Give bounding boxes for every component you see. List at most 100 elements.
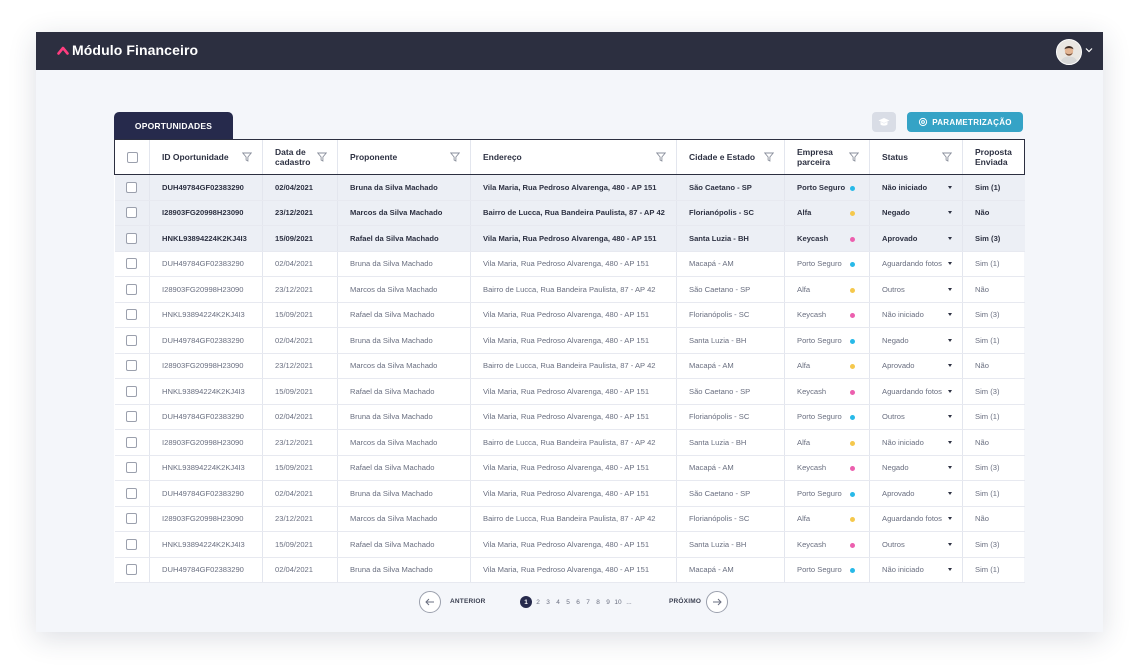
table-row[interactable]: I28903FG20998H23090 23/12/2021 Marcos da S… — [114, 200, 1025, 226]
col-header-partner[interactable]: Empresa parceira — [784, 139, 870, 175]
status-dropdown-caret-icon[interactable] — [948, 185, 952, 189]
table-row[interactable]: DUH49784GF02383290 02/04/2021 Bruna da Sil… — [114, 404, 1025, 430]
table-row[interactable]: DUH49784GF02383290 02/04/2021 Bruna da Sil… — [114, 557, 1025, 583]
select-all-checkbox[interactable] — [126, 151, 138, 163]
page-number[interactable]: 10 — [614, 598, 622, 606]
cell-status[interactable]: Aguardando fotos — [869, 506, 963, 532]
page-number[interactable]: 3 — [546, 598, 550, 606]
table-row[interactable]: I28903FG20998H23090 23/12/2021 Marcos da S… — [114, 429, 1025, 456]
table-row[interactable]: HNKL93894224K2KJ4I3 15/09/2021 Rafael da S… — [114, 531, 1025, 558]
cell-status[interactable]: Não iniciado — [869, 174, 963, 201]
cell-status[interactable]: Aprovado — [869, 480, 963, 507]
cell-status[interactable]: Outros — [869, 531, 963, 558]
row-checkbox[interactable] — [126, 411, 138, 423]
row-checkbox[interactable] — [126, 258, 138, 270]
filter-icon[interactable] — [450, 152, 460, 162]
filter-icon[interactable] — [764, 152, 774, 162]
page-number[interactable]: 6 — [576, 598, 580, 606]
cell-status[interactable]: Negado — [869, 200, 963, 226]
filter-icon[interactable] — [942, 152, 952, 162]
status-dropdown-caret-icon[interactable] — [948, 313, 952, 317]
table-row[interactable]: I28903FG20998H23090 23/12/2021 Marcos da S… — [114, 353, 1025, 379]
page-number[interactable]: 7 — [586, 598, 590, 606]
previous-label[interactable]: ANTERIOR — [450, 598, 486, 605]
col-header-city[interactable]: Cidade e Estado — [676, 139, 785, 175]
col-header-id[interactable]: ID Oportunidade — [149, 139, 263, 175]
table-row[interactable]: DUH49784GF02383290 02/04/2021 Bruna da Sil… — [114, 174, 1025, 201]
cell-status[interactable]: Outros — [869, 276, 963, 303]
cell-status[interactable]: Outros — [869, 404, 963, 430]
cell-status[interactable]: Não iniciado — [869, 429, 963, 456]
status-dropdown-caret-icon[interactable] — [948, 338, 952, 342]
status-dropdown-caret-icon[interactable] — [948, 517, 952, 521]
status-dropdown-caret-icon[interactable] — [948, 211, 952, 215]
cell-status[interactable]: Negado — [869, 327, 963, 354]
page-number[interactable]: 5 — [566, 598, 570, 606]
col-header-date[interactable]: Data de cadastro — [262, 139, 338, 175]
parametrizacao-button[interactable]: PARAMETRIZAÇÃO — [907, 112, 1023, 132]
table-row[interactable]: I28903FG20998H23090 23/12/2021 Marcos da S… — [114, 276, 1025, 303]
row-checkbox[interactable] — [126, 283, 138, 295]
row-checkbox[interactable] — [126, 385, 138, 397]
status-dropdown-caret-icon[interactable] — [948, 568, 952, 572]
page-number[interactable]: 1 — [520, 596, 532, 608]
table-row[interactable]: HNKL93894224K2KJ4I3 15/09/2021 Rafael da S… — [114, 455, 1025, 481]
status-dropdown-caret-icon[interactable] — [948, 542, 952, 546]
filter-icon[interactable] — [656, 152, 666, 162]
filter-icon[interactable] — [242, 152, 252, 162]
table-row[interactable]: DUH49784GF02383290 02/04/2021 Bruna da Sil… — [114, 480, 1025, 507]
row-checkbox[interactable] — [126, 487, 138, 499]
page-number[interactable]: 2 — [536, 598, 540, 606]
cell-status[interactable]: Aprovado — [869, 353, 963, 379]
status-dropdown-caret-icon[interactable] — [948, 415, 952, 419]
cell-status[interactable]: Aguardando fotos — [869, 251, 963, 277]
graduation-cap-button[interactable] — [872, 112, 896, 132]
tab-oportunidades[interactable]: OPORTUNIDADES — [114, 112, 233, 139]
cell-status[interactable]: Negado — [869, 455, 963, 481]
status-dropdown-caret-icon[interactable] — [948, 466, 952, 470]
user-avatar[interactable] — [1056, 39, 1082, 65]
table-row[interactable]: I28903FG20998H23090 23/12/2021 Marcos da S… — [114, 506, 1025, 532]
page-number[interactable]: 9 — [606, 598, 610, 606]
table-row[interactable]: DUH49784GF02383290 02/04/2021 Bruna da Sil… — [114, 327, 1025, 354]
page-ellipsis[interactable]: ... — [626, 598, 632, 606]
status-dropdown-caret-icon[interactable] — [948, 287, 952, 291]
row-checkbox[interactable] — [126, 436, 138, 448]
next-page-button[interactable] — [706, 591, 728, 613]
col-header-sent[interactable]: Proposta Enviada — [962, 139, 1025, 175]
filter-icon[interactable] — [849, 152, 859, 162]
cell-status[interactable]: Não iniciado — [869, 302, 963, 328]
row-checkbox[interactable] — [126, 564, 138, 576]
table-row[interactable]: HNKL93894224K2KJ4I3 15/09/2021 Rafael da S… — [114, 225, 1025, 252]
row-checkbox[interactable] — [126, 181, 138, 193]
status-dropdown-caret-icon[interactable] — [948, 236, 952, 240]
status-dropdown-caret-icon[interactable] — [948, 440, 952, 444]
table-row[interactable]: DUH49784GF02383290 02/04/2021 Bruna da Sil… — [114, 251, 1025, 277]
row-checkbox[interactable] — [126, 334, 138, 346]
col-header-address[interactable]: Endereço — [470, 139, 677, 175]
table-row[interactable]: HNKL93894224K2KJ4I3 15/09/2021 Rafael da S… — [114, 302, 1025, 328]
row-checkbox[interactable] — [126, 360, 138, 372]
col-header-status[interactable]: Status — [869, 139, 963, 175]
status-dropdown-caret-icon[interactable] — [948, 389, 952, 393]
filter-icon[interactable] — [317, 152, 327, 162]
cell-status[interactable]: Aprovado — [869, 225, 963, 252]
status-dropdown-caret-icon[interactable] — [948, 262, 952, 266]
row-checkbox[interactable] — [126, 462, 138, 474]
status-dropdown-caret-icon[interactable] — [948, 364, 952, 368]
next-label[interactable]: PRÓXIMO — [669, 598, 702, 605]
row-checkbox[interactable] — [126, 207, 138, 219]
row-checkbox[interactable] — [126, 309, 138, 321]
cell-status[interactable]: Não iniciado — [869, 557, 963, 583]
status-dropdown-caret-icon[interactable] — [948, 491, 952, 495]
row-checkbox[interactable] — [126, 232, 138, 244]
page-number[interactable]: 8 — [596, 598, 600, 606]
chevron-down-icon[interactable] — [1085, 47, 1093, 53]
col-header-proponent[interactable]: Proponente — [337, 139, 471, 175]
previous-page-button[interactable] — [419, 591, 441, 613]
page-number[interactable]: 4 — [556, 598, 560, 606]
row-checkbox[interactable] — [126, 513, 138, 525]
table-row[interactable]: HNKL93894224K2KJ4I3 15/09/2021 Rafael da S… — [114, 378, 1025, 405]
cell-status[interactable]: Aguardando fotos — [869, 378, 963, 405]
row-checkbox[interactable] — [126, 538, 138, 550]
